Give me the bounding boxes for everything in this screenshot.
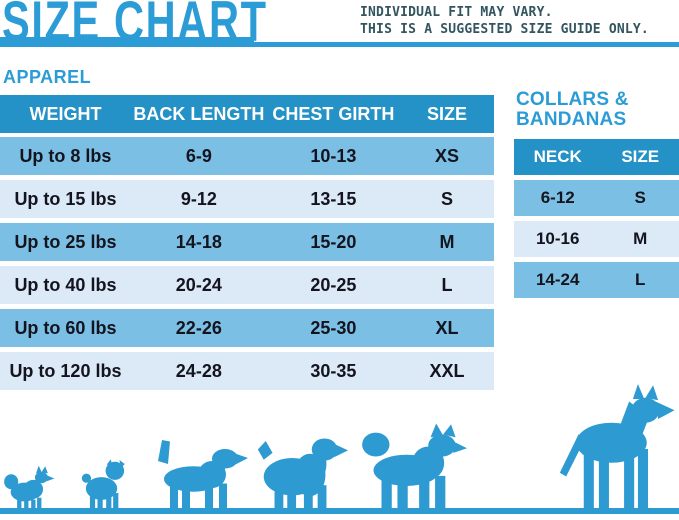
table-row-xl: Up to 60 lbs 22-26 25-30 XL	[0, 309, 494, 347]
dog-size-illustration	[0, 380, 679, 510]
table-row-l: Up to 40 lbs 20-24 20-25 L	[0, 266, 494, 304]
cell-size: XL	[435, 317, 459, 338]
cell-size: L	[441, 274, 453, 295]
cell-chest-girth: 13-15	[310, 188, 357, 209]
cell-back-length: 22-26	[175, 317, 222, 338]
cell-size: S	[441, 188, 454, 209]
table-row-collar-s: 6-12 S	[514, 180, 679, 216]
cell-chest-girth: 20-25	[310, 274, 357, 295]
cell-back-length: 6-9	[185, 145, 212, 166]
cell-weight: Up to 15 lbs	[14, 188, 117, 209]
disclaimer-note: INDIVIDUAL FIT MAY VARY. THIS IS A SUGGE…	[360, 4, 649, 38]
table-row-collar-l: 14-24 L	[514, 262, 679, 298]
cocker-spaniel-silhouette-icon	[257, 438, 349, 509]
cell-neck: 10-16	[535, 229, 580, 248]
title-underline	[0, 37, 254, 46]
collars-heading-line-1: COLLARS &	[516, 89, 629, 110]
cell-chest-girth: 25-30	[310, 317, 357, 338]
table-row-collar-m: 10-16 M	[514, 221, 679, 257]
cell-size: L	[635, 270, 646, 289]
header-divider-rule	[0, 42, 679, 47]
cell-weight: Up to 60 lbs	[14, 317, 117, 338]
cell-size: M	[439, 231, 455, 252]
cell-neck: 6-12	[540, 188, 575, 207]
collars-section-heading: COLLARS & BANDANAS	[516, 90, 629, 130]
cell-neck: 14-24	[535, 270, 580, 289]
table-row-xs: Up to 8 lbs 6-9 10-13 XS	[0, 137, 494, 175]
table-row-xxl: Up to 120 lbs 24-28 30-35 XXL	[0, 352, 494, 390]
husky-silhouette-icon	[362, 423, 467, 509]
column-header-back-length: BACK LENGTH	[133, 103, 265, 124]
apparel-header-row: WEIGHT BACK LENGTH CHEST GIRTH SIZE	[0, 95, 494, 133]
beagle-silhouette-icon	[158, 440, 248, 509]
cell-weight: Up to 8 lbs	[19, 145, 112, 166]
great-dane-silhouette-icon	[559, 384, 675, 509]
column-header-weight: WEIGHT	[29, 103, 102, 124]
apparel-size-table: WEIGHT BACK LENGTH CHEST GIRTH SIZE Up t…	[0, 95, 494, 390]
cell-back-length: 14-18	[175, 231, 222, 252]
collars-heading-line-2: BANDANAS	[516, 109, 627, 130]
cell-back-length: 20-24	[175, 274, 222, 295]
cell-size: XS	[435, 145, 460, 166]
column-header-chest-girth: CHEST GIRTH	[272, 103, 395, 124]
cell-size: M	[633, 229, 648, 248]
cell-back-length: 24-28	[175, 360, 222, 381]
cell-size: XXL	[429, 360, 465, 381]
column-header-neck: NECK	[533, 147, 582, 166]
cell-weight: Up to 40 lbs	[14, 274, 117, 295]
cell-chest-girth: 30-35	[310, 360, 357, 381]
ground-line	[0, 508, 679, 514]
disclaimer-line-2: THIS IS A SUGGESTED SIZE GUIDE ONLY.	[360, 22, 649, 37]
cell-back-length: 9-12	[180, 188, 217, 209]
table-row-m: Up to 25 lbs 14-18 15-20 M	[0, 223, 494, 261]
column-header-size: SIZE	[621, 147, 660, 166]
cell-size: S	[634, 188, 646, 207]
cell-weight: Up to 25 lbs	[14, 231, 117, 252]
pug-silhouette-icon	[81, 459, 125, 509]
table-row-s: Up to 15 lbs 9-12 13-15 S	[0, 180, 494, 218]
column-header-size: SIZE	[427, 103, 468, 124]
cell-weight: Up to 120 lbs	[9, 360, 122, 381]
pomeranian-silhouette-icon	[4, 465, 55, 509]
collars-size-table: NECK SIZE 6-12 S 10-16 M 14-24 L	[514, 139, 679, 298]
cell-chest-girth: 10-13	[310, 145, 357, 166]
collars-header-row: NECK SIZE	[514, 139, 679, 175]
cell-chest-girth: 15-20	[310, 231, 357, 252]
disclaimer-line-1: INDIVIDUAL FIT MAY VARY.	[360, 5, 553, 20]
apparel-section-heading: APPAREL	[3, 67, 92, 87]
